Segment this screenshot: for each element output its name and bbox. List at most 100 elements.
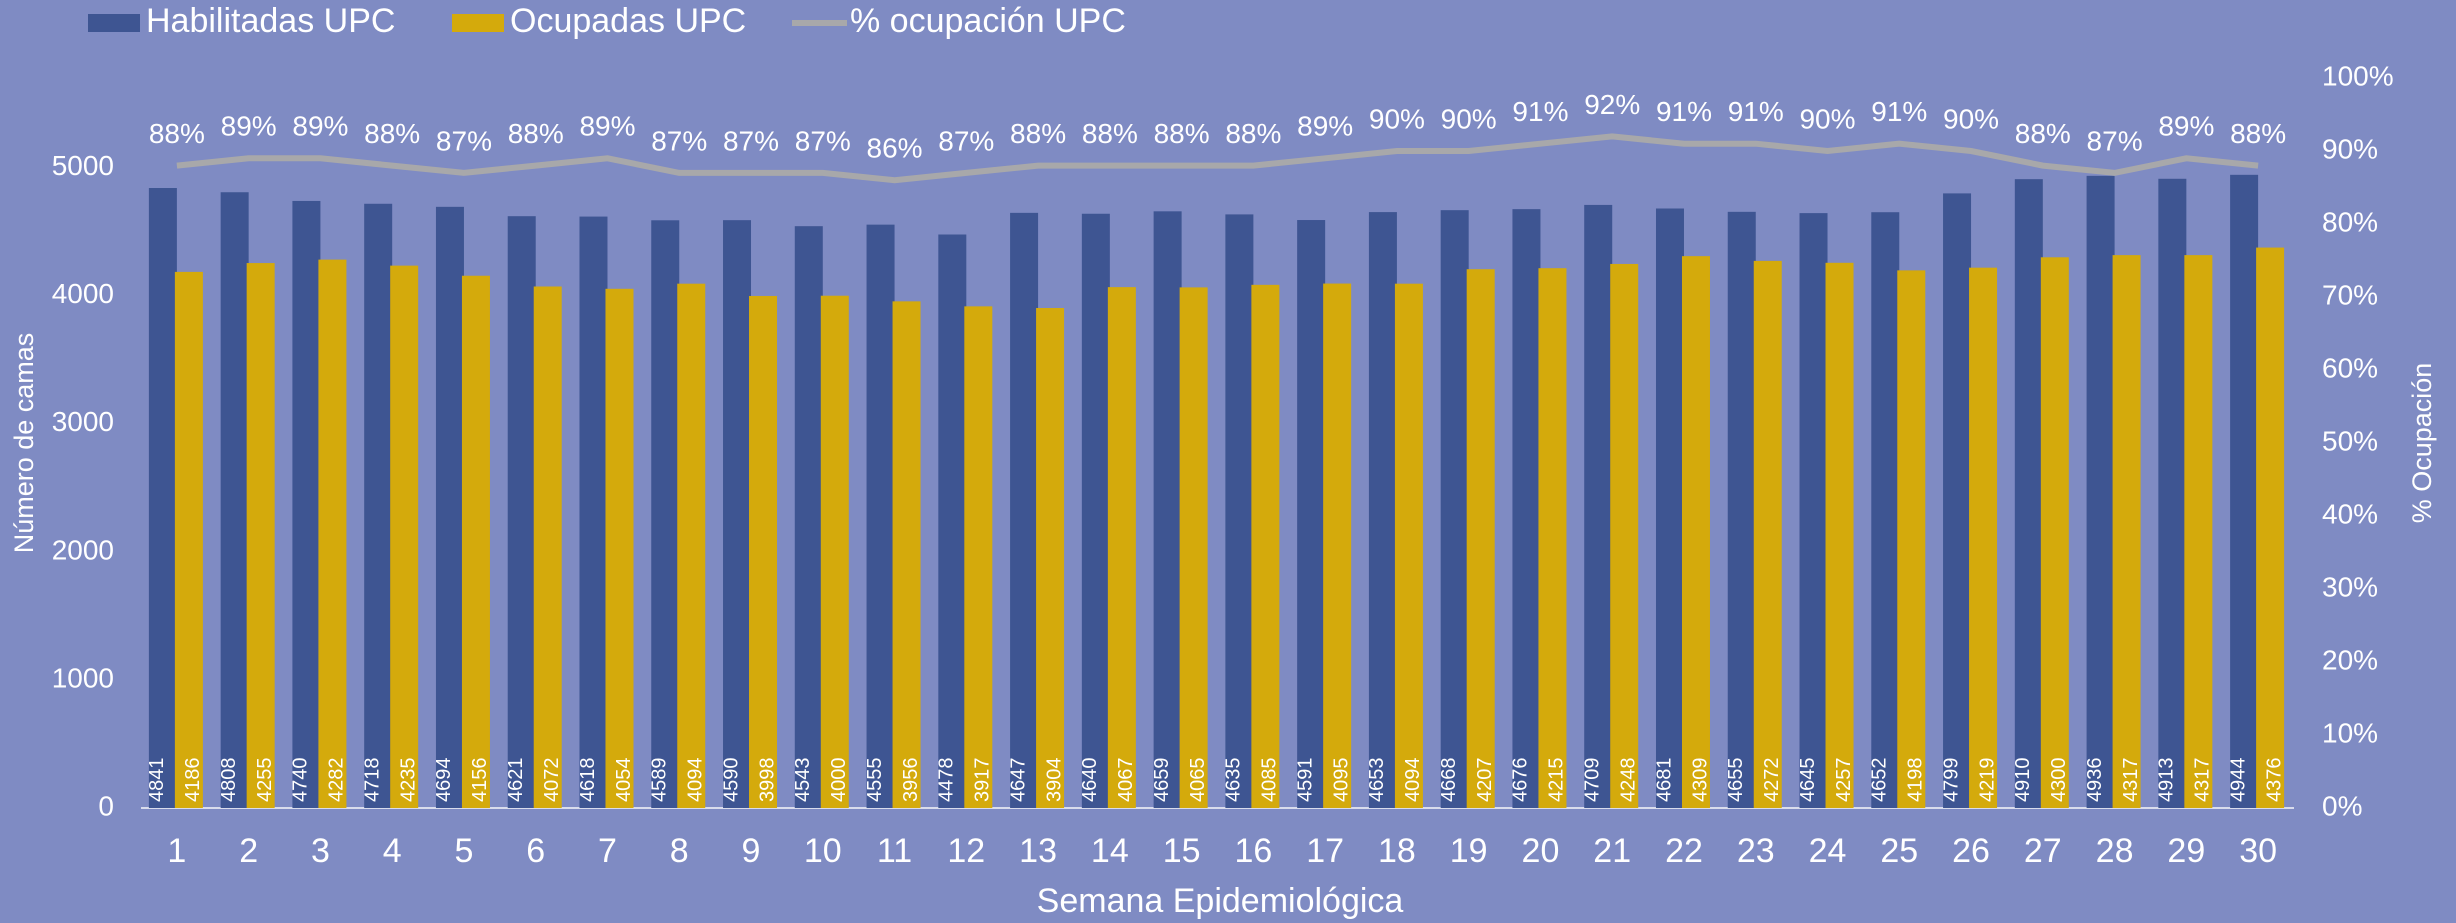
x-tick-label: 10	[804, 832, 842, 870]
y-tick-label: 4000	[52, 278, 114, 309]
bar	[2230, 174, 2259, 809]
x-tick-label: 18	[1378, 832, 1416, 870]
bar	[461, 275, 490, 808]
x-tick-label: 16	[1234, 832, 1272, 870]
bar	[1727, 211, 1756, 809]
bar	[1584, 204, 1613, 808]
bar	[1323, 283, 1352, 809]
data-label: 4272	[1761, 758, 1783, 803]
data-label: 4913	[2156, 758, 2178, 803]
bar	[1010, 212, 1039, 808]
data-label: 4652	[1869, 758, 1891, 803]
data-label: 4156	[469, 758, 491, 803]
x-tick-label: 8	[670, 832, 689, 870]
bar	[1655, 208, 1684, 808]
data-label: 91%	[1871, 96, 1927, 127]
bar	[1897, 270, 1926, 808]
data-label: 3956	[900, 758, 922, 803]
y2-tick-label: 0%	[2322, 790, 2362, 821]
data-label: 4659	[1151, 758, 1173, 803]
data-label: 87%	[795, 125, 851, 156]
bar	[677, 283, 706, 809]
data-label: 87%	[651, 125, 707, 156]
data-label: 4681	[1653, 758, 1675, 803]
data-label: 4072	[541, 758, 563, 803]
data-label: 88%	[1225, 118, 1281, 149]
bar	[892, 301, 921, 808]
data-label: 4478	[936, 758, 958, 803]
x-tick-label: 24	[1809, 832, 1847, 870]
x-tick-label: 19	[1450, 832, 1488, 870]
data-label: 4555	[864, 758, 886, 803]
data-label: 88%	[364, 118, 420, 149]
bar	[2040, 257, 2069, 809]
data-label: 4635	[1223, 758, 1245, 803]
data-label: 4317	[2120, 758, 2142, 803]
bar	[2184, 255, 2213, 809]
bar	[1681, 256, 1710, 808]
data-label: 4186	[182, 758, 204, 803]
bar	[1538, 268, 1567, 808]
data-label: 92%	[1584, 89, 1640, 120]
x-tick-label: 15	[1163, 832, 1201, 870]
x-tick-label: 25	[1880, 832, 1918, 870]
data-label: 4740	[290, 758, 312, 803]
data-label: 88%	[1082, 118, 1138, 149]
data-label: 4543	[792, 758, 814, 803]
data-label: 86%	[867, 133, 923, 164]
data-label: 4590	[720, 758, 742, 803]
bar	[507, 216, 536, 808]
y2-tick-label: 90%	[2322, 133, 2378, 164]
bar	[390, 265, 419, 808]
x-tick-label: 3	[311, 832, 330, 870]
y-tick-label: 3000	[52, 406, 114, 437]
data-label: 4841	[146, 758, 168, 803]
x-tick-label: 11	[877, 832, 912, 870]
data-label: 88%	[1154, 118, 1210, 149]
data-label: 4067	[1115, 758, 1137, 803]
data-label: 3904	[1043, 758, 1065, 803]
x-tick-label: 13	[1019, 832, 1057, 870]
data-label: 4694	[433, 758, 455, 803]
data-label: 4198	[1905, 758, 1927, 803]
data-label: 4718	[361, 758, 383, 803]
data-label: 4207	[1474, 758, 1496, 803]
data-label: 4257	[1833, 758, 1855, 803]
bar	[1440, 210, 1469, 808]
data-label: 4219	[1976, 758, 1998, 803]
data-label: 88%	[2230, 118, 2286, 149]
bar	[1753, 260, 1782, 808]
y2-tick-label: 10%	[2322, 717, 2378, 748]
data-label: 4808	[218, 758, 240, 803]
bar	[1368, 212, 1397, 808]
x-tick-label: 7	[598, 832, 617, 870]
data-label: 90%	[1799, 103, 1855, 134]
data-label: 89%	[292, 111, 348, 142]
data-label: 4248	[1617, 758, 1639, 803]
x-tick-label: 17	[1306, 832, 1344, 870]
x-tick-label: 14	[1091, 832, 1129, 870]
bar	[1394, 283, 1423, 809]
data-label: 87%	[436, 125, 492, 156]
y2-tick-label: 50%	[2322, 425, 2378, 456]
bar	[1943, 193, 1972, 808]
data-label: 4317	[2192, 758, 2214, 803]
bar	[1825, 262, 1854, 808]
y2-tick-label: 70%	[2322, 279, 2378, 310]
y2-tick-label: 30%	[2322, 571, 2378, 602]
bar	[2086, 175, 2115, 809]
bar	[220, 192, 249, 809]
bar	[651, 220, 680, 809]
y-tick-label: 0	[98, 790, 114, 821]
data-label: 4085	[1259, 758, 1281, 803]
legend-swatch	[88, 14, 140, 32]
data-label: 4910	[2012, 758, 2034, 803]
bar	[364, 203, 393, 809]
data-label: 4309	[1689, 758, 1711, 803]
bar	[1081, 213, 1110, 808]
bar	[435, 206, 464, 808]
data-label: 90%	[1369, 103, 1425, 134]
x-axis-title: Semana Epidemiológica	[1037, 882, 1404, 920]
data-label: 3998	[756, 758, 778, 803]
